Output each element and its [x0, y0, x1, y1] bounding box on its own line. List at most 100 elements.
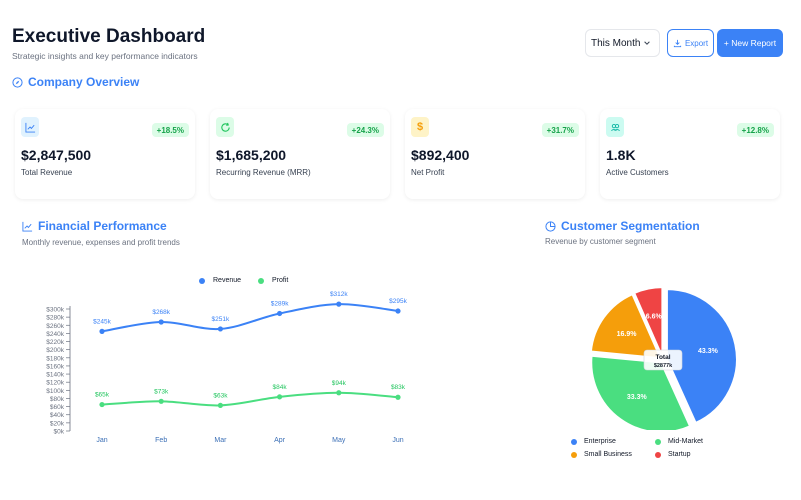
legend-dot: [571, 451, 577, 458]
compass-icon: [12, 76, 23, 88]
kpi-change-badge: +24.3%: [346, 123, 384, 137]
data-point-profit[interactable]: [336, 390, 342, 396]
legend-mid-market[interactable]: Mid-Market: [655, 438, 703, 445]
pie-chart-icon: [545, 220, 556, 232]
y-tick-label: $260k: [46, 323, 64, 330]
pie-center-box: [643, 349, 683, 371]
kpi-card-active-customers: +12.8% 1.8K Active Customers: [600, 109, 780, 199]
legend-dot: [258, 277, 264, 284]
x-tick-label: Feb: [155, 437, 167, 444]
data-point-profit[interactable]: [217, 402, 223, 408]
data-label: $251k: [212, 316, 230, 323]
chevron-down-icon: [644, 41, 650, 45]
series-line-profit: [101, 391, 399, 407]
data-point-profit[interactable]: [395, 394, 401, 400]
y-tick-label: $220k: [46, 339, 64, 346]
line-chart-icon: [22, 221, 33, 232]
pie-slice-label: 33.3%: [627, 394, 648, 401]
legend-label: Enterprise: [584, 438, 616, 445]
legend-dot: [655, 438, 661, 445]
new-report-button[interactable]: + New Report: [717, 29, 783, 57]
customer-segmentation-title: Customer Segmentation: [545, 219, 700, 233]
kpi-label: Recurring Revenue (MRR): [216, 168, 311, 177]
y-tick-label: $20k: [50, 420, 65, 427]
kpi-value: $892,400: [411, 147, 470, 163]
legend-enterprise[interactable]: Enterprise: [571, 438, 616, 445]
refresh-icon: [216, 117, 234, 137]
data-point-profit[interactable]: [99, 401, 105, 408]
legend-dot: [571, 438, 577, 445]
data-point-revenue[interactable]: [336, 301, 342, 307]
data-label: $65k: [95, 392, 110, 399]
kpi-value: $2,847,500: [21, 147, 92, 163]
data-point-profit[interactable]: [158, 398, 164, 404]
data-label: $94k: [332, 380, 347, 387]
data-point-revenue[interactable]: [99, 328, 105, 334]
y-tick-label: $120k: [46, 380, 64, 387]
financial-performance-label: Financial Performance: [38, 219, 167, 233]
series-line-revenue: [101, 303, 399, 333]
financial-line-chart: $0k$20k$40k$60k$80k$100k$120k$140k$160k$…: [46, 291, 407, 444]
y-tick-label: $180k: [46, 355, 64, 362]
kpi-card-total-revenue: +18.5% $2,847,500 Total Revenue: [15, 109, 195, 199]
legend-label: Startup: [668, 451, 691, 458]
legend-dot: [199, 277, 205, 284]
data-label: $84k: [273, 384, 288, 391]
kpi-change-badge: +18.5%: [151, 123, 189, 137]
y-tick-label: $160k: [46, 363, 64, 370]
legend-small-business[interactable]: Small Business: [571, 451, 632, 458]
kpi-change-badge: +12.8%: [736, 123, 774, 137]
legend-revenue[interactable]: Revenue: [199, 277, 241, 284]
data-label: $295k: [389, 298, 407, 305]
data-label: $245k: [93, 318, 111, 325]
x-tick-label: Apr: [274, 437, 286, 444]
y-tick-label: $80k: [50, 396, 65, 403]
new-report-button-label: + New Report: [723, 38, 777, 48]
legend-label: Small Business: [584, 451, 632, 458]
y-tick-label: $200k: [46, 347, 64, 354]
y-tick-label: $40k: [50, 412, 65, 419]
pie-slice-enterprise[interactable]: [665, 288, 738, 425]
kpi-card-net-profit: $ +31.7% $892,400 Net Profit: [405, 109, 585, 199]
data-point-revenue[interactable]: [277, 310, 283, 317]
financial-performance-subtitle: Monthly revenue, expenses and profit tre…: [22, 238, 180, 247]
data-point-revenue[interactable]: [217, 326, 223, 332]
pie-slice-label: 6.6%: [646, 313, 663, 320]
kpi-card-recurring-revenue: +24.3% $1,685,200 Recurring Revenue (MRR…: [210, 109, 390, 199]
x-tick-label: Jun: [392, 437, 403, 444]
legend-profit[interactable]: Profit: [258, 277, 288, 284]
y-tick-label: $140k: [46, 372, 64, 379]
y-tick-label: $280k: [46, 315, 64, 322]
dollar-icon: $: [411, 117, 429, 137]
pie-slice-mid-market[interactable]: [590, 354, 692, 430]
users-icon: [606, 117, 624, 137]
data-point-revenue[interactable]: [395, 308, 401, 314]
customer-segmentation-subtitle: Revenue by customer segment: [545, 237, 656, 246]
segmentation-pie-chart: 43.3% 33.3% 16.9% 6.6% Total $2877k: [589, 286, 738, 430]
period-select[interactable]: This Month: [585, 29, 660, 57]
legend-label: Mid-Market: [668, 438, 704, 445]
pie-center-value: $2877k: [654, 363, 673, 369]
pie-slice-label: 16.9%: [617, 331, 638, 338]
pie-slice-startup[interactable]: [632, 286, 664, 358]
kpi-label: Total Revenue: [21, 168, 73, 177]
kpi-value: $1,685,200: [216, 147, 287, 163]
trend-up-icon: [21, 117, 39, 137]
x-tick-label: May: [332, 437, 346, 444]
pie-center-label: Total: [655, 354, 670, 361]
page-title: Executive Dashboard: [12, 26, 206, 47]
export-button-label: Export: [684, 38, 709, 48]
kpi-label: Active Customers: [606, 168, 669, 177]
data-label: $73k: [154, 388, 169, 395]
x-tick-label: Jan: [96, 437, 107, 444]
legend-startup[interactable]: Startup: [655, 451, 691, 458]
data-point-profit[interactable]: [277, 394, 283, 400]
y-tick-label: $300k: [46, 307, 64, 314]
y-tick-label: $0k: [54, 429, 65, 436]
pie-slice-small-business[interactable]: [589, 292, 663, 360]
page-subtitle: Strategic insights and key performance i…: [12, 51, 198, 61]
data-point-revenue[interactable]: [158, 319, 164, 325]
financial-performance-title: Financial Performance: [22, 219, 167, 233]
export-button[interactable]: Export: [667, 29, 714, 57]
kpi-label: Net Profit: [411, 168, 445, 177]
